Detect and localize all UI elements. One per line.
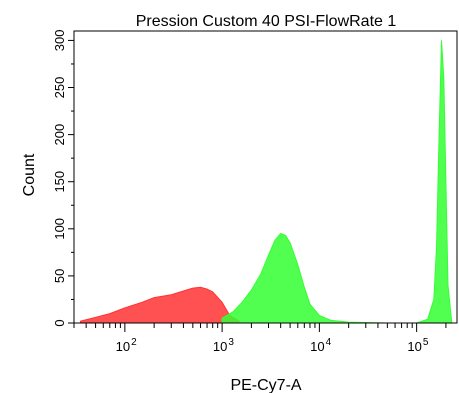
x-tick-label: 10 <box>116 339 130 354</box>
y-tick-label: 300 <box>52 30 67 52</box>
y-tick-label: 250 <box>52 77 67 99</box>
histogram-series-2 <box>221 232 388 324</box>
x-tick-exponent: 5 <box>423 337 429 348</box>
x-axis-label: PE-Cy7-A <box>230 377 301 393</box>
x-tick-label: 10 <box>213 339 227 354</box>
x-tick-exponent: 2 <box>131 337 137 348</box>
y-axis-label: Count <box>21 153 38 196</box>
y-tick-label: 200 <box>52 124 67 146</box>
plot-frame <box>73 30 458 324</box>
x-tick-exponent: 4 <box>326 337 332 348</box>
y-tick-label: 50 <box>52 269 67 283</box>
x-tick-label: 10 <box>310 339 324 354</box>
x-tick-label: 10 <box>407 339 421 354</box>
histogram-series-3 <box>416 40 453 324</box>
y-tick-label: 150 <box>52 171 67 193</box>
histogram-series-1 <box>80 286 240 324</box>
chart-title: Pression Custom 40 PSI-FlowRate 1 <box>136 13 397 30</box>
x-tick-exponent: 3 <box>228 337 234 348</box>
y-tick-label: 100 <box>52 218 67 240</box>
y-tick-label: 0 <box>52 319 67 326</box>
